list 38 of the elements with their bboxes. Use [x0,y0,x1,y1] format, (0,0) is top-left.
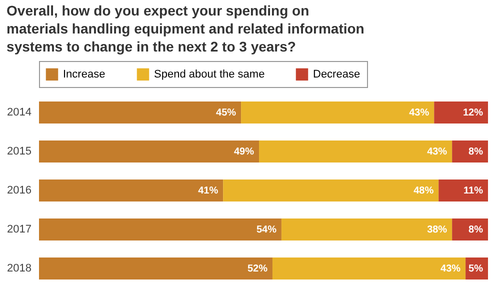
data-label: 49% [234,146,254,158]
bar [39,218,282,240]
data-label: 38% [427,224,448,236]
bar [452,140,488,162]
data-label: 54% [256,224,277,236]
legend-label: Spend about the same [154,68,265,80]
bar [272,258,466,280]
bar [259,140,452,162]
y-tick-label: 2016 [7,184,32,196]
data-label: 8% [468,224,484,236]
bar [39,140,260,162]
bar [223,180,439,202]
data-label: 8% [468,146,484,158]
bar [241,102,434,124]
data-label: 45% [216,108,236,118]
y-tick-label: 2017 [7,224,32,236]
bar [39,180,224,202]
bar [438,180,488,202]
bar [452,218,488,240]
bar [39,258,272,280]
legend-label: Decrease [313,68,360,80]
data-label: 43% [409,108,430,118]
y-tick-label: 2015 [7,146,32,158]
data-label: 12% [462,108,484,118]
legend-label: Increase [63,68,106,80]
y-tick-label: 2014 [7,106,32,118]
data-label: 5% [468,264,484,274]
y-tick-label: 2018 [7,262,32,274]
data-label: 41% [198,186,218,196]
chart-title: Overall, how do you expect your spending on materials handling equipment and related information systems to change in the next 2 to 3 years? [6,2,364,54]
data-label: 11% [464,186,484,196]
bar [281,218,452,240]
data-label: 52% [247,264,268,274]
data-label: 43% [427,146,448,158]
bar [434,102,488,124]
data-label: 48% [414,186,434,196]
data-label: 43% [440,264,461,274]
bar [39,102,242,124]
